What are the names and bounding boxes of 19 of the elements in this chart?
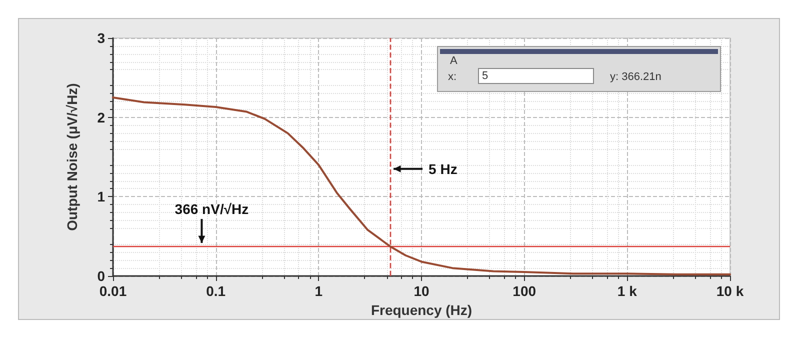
y-tick-label: 2 — [97, 109, 106, 126]
ref-line-label: 366 nV/√Hz — [174, 200, 249, 217]
annotation: x: — [448, 71, 457, 83]
x-tick-label: 100 — [512, 283, 536, 299]
x-tick-label: 0.01 — [99, 283, 127, 299]
annotation: y: 366.21n — [610, 71, 662, 83]
ref-line-label: 5 Hz — [428, 160, 458, 177]
annotation: A — [450, 55, 458, 67]
y-tick-label: 0 — [97, 268, 106, 284]
x-tick-label: 1 k — [617, 283, 638, 299]
x-axis-title: Frequency (Hz) — [370, 302, 472, 318]
annotation: 5 — [478, 68, 594, 84]
x-tick-label: 1 — [314, 283, 323, 299]
x-tick-label: 10 k — [716, 283, 744, 299]
x-tick-label: 10 — [414, 283, 430, 299]
y-tick-label: 1 — [97, 188, 106, 205]
y-tick-label: 3 — [97, 30, 106, 46]
x-tick-label: 0.1 — [206, 283, 226, 299]
y-axis-title: Output Noise (μV/√Hz) — [64, 83, 80, 231]
